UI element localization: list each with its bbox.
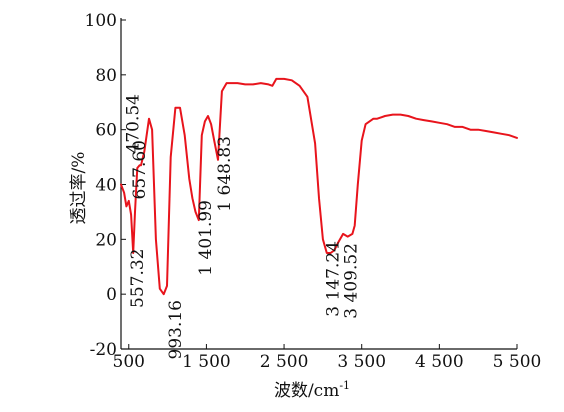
y-tick-label: 40: [95, 176, 117, 196]
y-tick-label: -20: [90, 340, 117, 360]
series-layer: [120, 77, 518, 296]
y-tick-label: 100: [85, 11, 117, 31]
y-tick-label: 60: [95, 121, 117, 141]
y-axis-title: 透过率/%: [69, 152, 89, 225]
x-tick-label: 5 500: [493, 352, 542, 372]
peak-label: 1 648.83: [215, 136, 235, 212]
x-tick-label: 500: [113, 352, 145, 372]
y-tick-label: 20: [95, 230, 117, 250]
peak-label: 3 409.52: [342, 243, 362, 319]
x-axis-title-superscript: -1: [339, 379, 350, 392]
x-axis-title: 波数/cm-1: [274, 379, 350, 401]
y-tick-label: 0: [106, 285, 117, 305]
spectrum-line: [120, 77, 518, 296]
x-tick-label: 2 500: [260, 352, 309, 372]
axes: [120, 18, 517, 350]
peak-label: 993.16: [166, 300, 186, 359]
x-tick-label: 4 500: [415, 352, 464, 372]
x-tick-label: 1 500: [182, 352, 231, 372]
x-axis-title-text: 波数/cm: [274, 381, 339, 401]
y-axis-ticks: 100 80 60 40 20 0 -20: [85, 11, 126, 360]
peak-label: 1 401.99: [196, 200, 216, 276]
peak-annotations: 470.54 557.32 657.60 993.16 1 401.991 648.83…: [123, 94, 361, 359]
peak-label: 3 147.24: [323, 241, 343, 317]
peak-label: 657.60: [130, 140, 150, 199]
y-tick-label: 80: [95, 66, 117, 86]
x-axis-ticks: 500 1 500 2 500 3 500 4 500 5 500: [113, 344, 542, 372]
peak-label: 557.32: [128, 249, 148, 308]
x-tick-label: 3 500: [337, 352, 386, 372]
peak-label: 470.54: [123, 94, 143, 153]
